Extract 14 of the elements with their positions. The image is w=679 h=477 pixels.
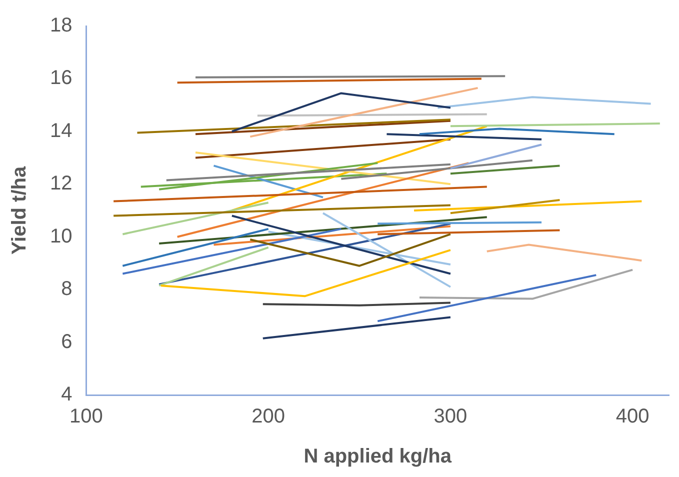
x-tick-label: 300 bbox=[434, 406, 468, 428]
y-tick-label: 12 bbox=[50, 172, 72, 195]
y-tick-label: 4 bbox=[61, 384, 72, 406]
x-axis-title: N applied kg/ha bbox=[304, 446, 452, 468]
x-tick-label: 400 bbox=[616, 406, 650, 428]
y-tick-label: 14 bbox=[50, 120, 72, 142]
y-tick-label: 10 bbox=[50, 225, 72, 248]
y-tick-label: 18 bbox=[50, 14, 72, 37]
x-tick-label: 200 bbox=[252, 406, 286, 428]
y-tick-label: 8 bbox=[61, 278, 72, 300]
y-tick-label: 16 bbox=[50, 67, 72, 90]
x-tick-label: 100 bbox=[70, 406, 103, 428]
y-axis-title: Yield t/ha bbox=[8, 166, 31, 255]
y-tick-label: 6 bbox=[61, 330, 72, 353]
